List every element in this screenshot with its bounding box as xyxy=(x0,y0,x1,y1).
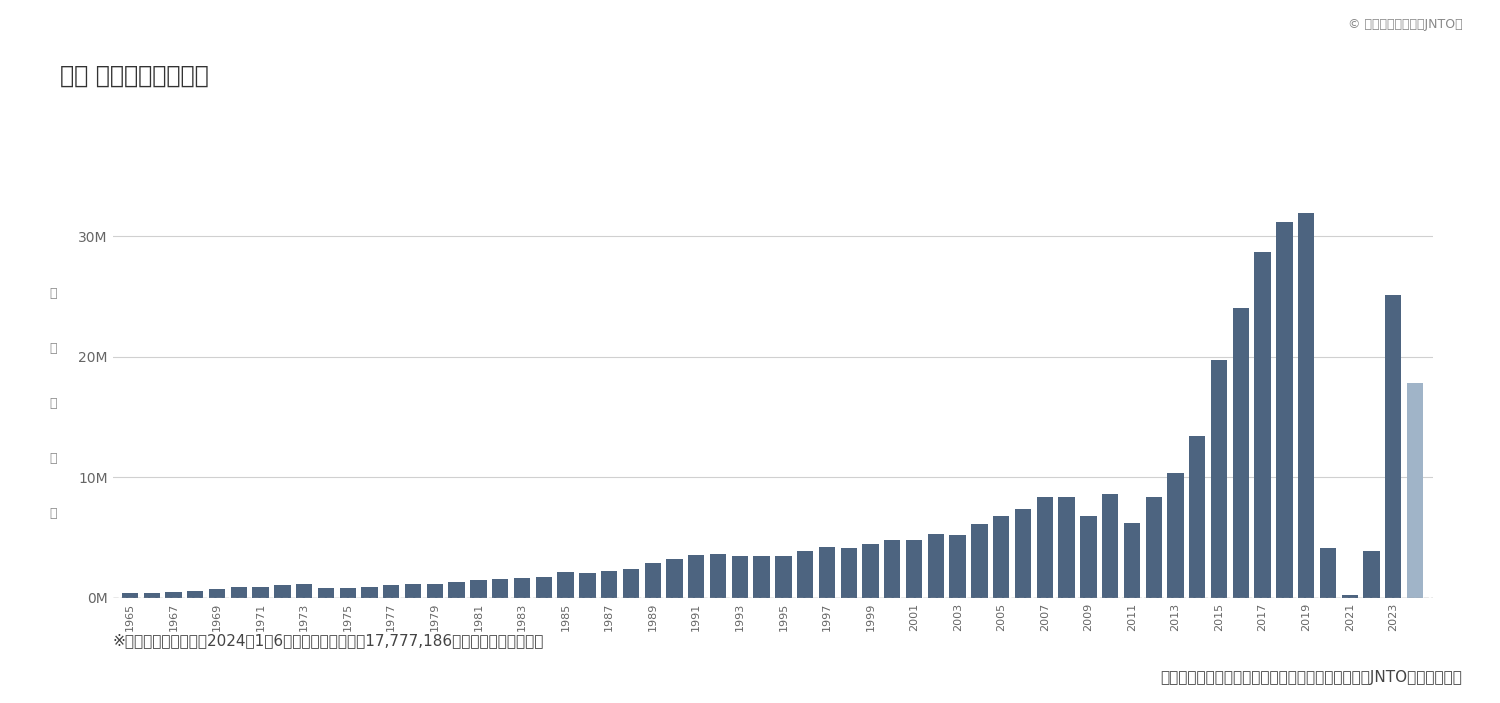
Bar xyxy=(296,584,312,598)
Bar xyxy=(536,576,552,598)
Bar xyxy=(1080,516,1096,598)
Bar xyxy=(1298,213,1314,598)
Bar xyxy=(252,587,268,598)
Text: ※グラフの一番右側は2024年1～6月分の訪日外客数（17,777,186人）を示しています。: ※グラフの一番右側は2024年1～6月分の訪日外客数（17,777,186人）を… xyxy=(112,633,544,647)
Bar xyxy=(753,556,770,598)
Bar xyxy=(1364,551,1380,598)
Bar xyxy=(1124,522,1140,598)
Bar xyxy=(318,588,334,598)
Bar xyxy=(1276,221,1293,598)
Bar xyxy=(622,569,639,598)
Bar xyxy=(862,544,879,598)
Text: 数: 数 xyxy=(50,507,57,520)
Bar xyxy=(426,584,442,598)
Bar xyxy=(1102,494,1119,598)
Bar xyxy=(602,572,618,598)
Bar xyxy=(688,555,705,598)
Bar xyxy=(1167,472,1184,598)
Bar xyxy=(165,592,182,598)
Text: 客: 客 xyxy=(50,452,57,465)
Bar xyxy=(972,524,987,598)
Bar xyxy=(382,585,399,598)
Bar xyxy=(448,581,465,598)
Bar xyxy=(884,540,900,598)
Bar xyxy=(1341,595,1358,598)
Bar xyxy=(1233,308,1250,598)
Bar xyxy=(405,584,422,598)
Bar xyxy=(927,534,944,598)
Bar xyxy=(579,573,596,598)
Bar xyxy=(1320,548,1336,598)
Bar xyxy=(471,581,486,598)
Bar xyxy=(144,593,160,598)
Bar xyxy=(339,588,356,598)
Bar xyxy=(1190,436,1206,598)
Text: 訪: 訪 xyxy=(50,288,57,300)
Bar xyxy=(1210,360,1227,598)
Bar xyxy=(231,587,248,598)
Bar xyxy=(1016,509,1031,598)
Bar xyxy=(1036,497,1053,598)
Bar xyxy=(1384,295,1401,598)
Bar xyxy=(840,548,856,598)
Bar xyxy=(209,589,225,598)
Bar xyxy=(666,559,682,598)
Bar xyxy=(362,586,378,598)
Bar xyxy=(950,535,966,598)
Text: 年別 訪日外客数の推移: 年別 訪日外客数の推移 xyxy=(60,63,208,87)
Bar xyxy=(993,517,1010,598)
Bar xyxy=(274,585,291,598)
Bar xyxy=(492,579,508,598)
Bar xyxy=(819,547,836,598)
Text: 外: 外 xyxy=(50,397,57,410)
Bar xyxy=(1254,252,1270,598)
Bar xyxy=(122,593,138,598)
Bar xyxy=(1407,383,1424,598)
Bar xyxy=(645,563,662,598)
Bar xyxy=(732,557,748,598)
Bar xyxy=(906,540,922,598)
Bar xyxy=(188,591,204,598)
Bar xyxy=(710,555,726,598)
Bar xyxy=(558,572,573,598)
Text: © 日本政府観光局（JNTO）: © 日本政府観光局（JNTO） xyxy=(1348,18,1462,30)
Bar xyxy=(1059,497,1074,598)
Bar xyxy=(776,555,792,598)
Text: 日: 日 xyxy=(50,342,57,355)
Bar xyxy=(1146,497,1162,598)
Bar xyxy=(514,578,529,598)
Text: 出典：「日本の観光統計データ｜日本政府観光局（JNTO）」より作成: 出典：「日本の観光統計データ｜日本政府観光局（JNTO）」より作成 xyxy=(1161,671,1462,685)
Bar xyxy=(796,551,813,598)
